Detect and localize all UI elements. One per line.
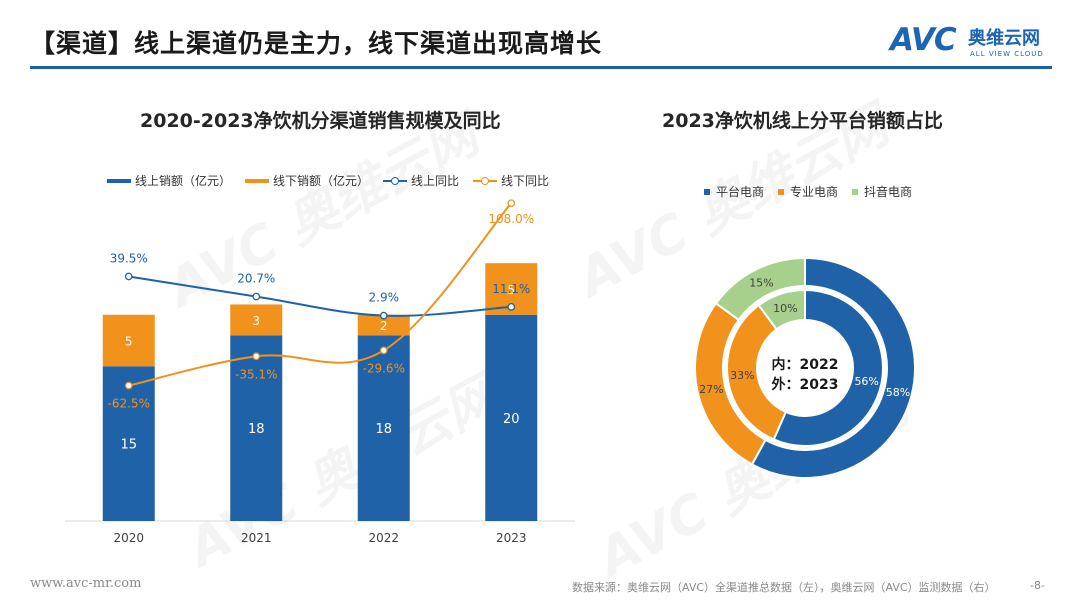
legend-label: 线上销额（亿元） (135, 174, 232, 188)
online-yoy-point (252, 292, 261, 301)
bar-online (357, 335, 410, 521)
bar-offline (102, 314, 155, 367)
donut-center-outer-label: 外：2023 (772, 376, 839, 393)
offline-yoy-point (252, 352, 261, 361)
bar-online (102, 366, 155, 521)
offline-yoy-label: -29.6% (363, 361, 405, 375)
offline-yoy-point (379, 346, 388, 355)
bar-online-label: 20 (503, 412, 520, 427)
bar-offline (357, 314, 410, 336)
outer-ring-slice (750, 256, 916, 479)
legend-swatch (473, 176, 498, 185)
x-tick-label: 2023 (496, 531, 527, 545)
bar-offline-label: 3 (252, 314, 260, 328)
offline-yoy-line (128, 202, 513, 387)
x-tick-label: 2021 (241, 531, 272, 545)
inner-ring-slice (757, 288, 806, 331)
bar-offline-label: 2 (380, 319, 388, 333)
online-yoy-point (379, 311, 388, 320)
bar-online-label: 18 (375, 422, 392, 437)
online-yoy-line (128, 275, 512, 317)
avc-logo: AVC 奥维云网 ALL VIEW CLOUD (890, 22, 1060, 62)
legend-swatch (107, 178, 131, 183)
legend-douyin-ecommerce: 抖音电商 (852, 183, 912, 200)
bar-online-label: 18 (248, 422, 265, 437)
bar-offline (230, 304, 283, 336)
offline-yoy-label: 108.0% (488, 212, 534, 226)
legend-platform-ecommerce: 平台电商 (704, 183, 764, 200)
legend-label: 线下同比 (501, 174, 550, 188)
bar-chart-title: 2020-2023净饮机分渠道销售规模及同比 (140, 110, 501, 132)
outer-ring-slice-label: 15% (749, 276, 773, 289)
donut-chart-title: 2023净饮机线上分平台销额占比 (662, 110, 943, 132)
logo-cn-text: 奥维云网 (968, 28, 1040, 49)
legend-swatch (383, 176, 408, 185)
online-yoy-point (507, 302, 516, 311)
logo-mark: AVC (890, 22, 957, 58)
title-rule (30, 66, 1052, 69)
online-yoy-label: 2.9% (369, 291, 400, 305)
outer-ring-slice (714, 256, 806, 322)
outer-ring-slice-label: 27% (699, 383, 723, 396)
bar-online (485, 314, 538, 521)
logo-en-text: ALL VIEW CLOUD (970, 50, 1044, 58)
legend-label: 抖音电商 (864, 185, 913, 199)
footer-url[interactable]: www.avc-mr.com (30, 576, 142, 591)
legend-swatch (778, 188, 785, 195)
bar-offline-label: 5 (125, 335, 133, 349)
bar-offline-label: 5 (507, 283, 515, 297)
legend-swatch (704, 188, 710, 195)
donut-center-inner-label: 内：2022 (772, 356, 839, 373)
offline-yoy-label: -35.1% (235, 367, 277, 381)
slide-title: 【渠道】线上渠道仍是主力，线下渠道出现高增长 (30, 29, 603, 58)
offline-yoy-point (124, 381, 133, 390)
legend-online-yoy: 线上同比 (383, 172, 459, 189)
legend-offline-sales: 线下销额（亿元） (245, 172, 369, 189)
donut-chart-legend: 平台电商 专业电商 抖音电商 (704, 183, 926, 200)
inner-ring-slice-label: 33% (730, 369, 754, 382)
bar-online-label: 15 (120, 438, 137, 453)
offline-yoy-label: -62.5% (108, 397, 150, 411)
online-yoy-label: 39.5% (110, 251, 148, 265)
offline-yoy-point (507, 199, 516, 208)
page-number: -8- (1030, 579, 1045, 592)
legend-label: 平台电商 (716, 185, 765, 199)
x-tick-label: 2022 (368, 531, 399, 545)
legend-label: 线下销额（亿元） (273, 174, 370, 188)
legend-swatch (852, 188, 859, 195)
legend-swatch (245, 178, 270, 183)
outer-ring-slice-label: 58% (886, 386, 910, 399)
footer-source: 数据来源：奥维云网（AVC）全渠道推总数据（左），奥维云网（AVC）监测数据（右… (572, 581, 996, 594)
bar-chart-legend: 线上销额（亿元） 线下销额（亿元） 线上同比 线下同比 (107, 172, 563, 189)
online-yoy-label: 20.7% (237, 272, 275, 286)
bar-online (230, 335, 283, 521)
legend-label: 专业电商 (790, 185, 839, 199)
legend-label: 线上同比 (411, 174, 460, 188)
inner-ring-slice (726, 303, 788, 441)
inner-ring-slice (772, 288, 884, 447)
inner-ring-slice-label: 56% (854, 375, 878, 388)
legend-offline-yoy: 线下同比 (473, 172, 549, 189)
legend-online-sales: 线上销额（亿元） (107, 172, 231, 189)
online-yoy-label: 11.1% (492, 282, 530, 296)
online-yoy-point (124, 272, 133, 281)
inner-ring-slice-label: 10% (773, 302, 797, 315)
legend-specialty-ecommerce: 专业电商 (778, 183, 838, 200)
x-tick-label: 2020 (113, 531, 144, 545)
